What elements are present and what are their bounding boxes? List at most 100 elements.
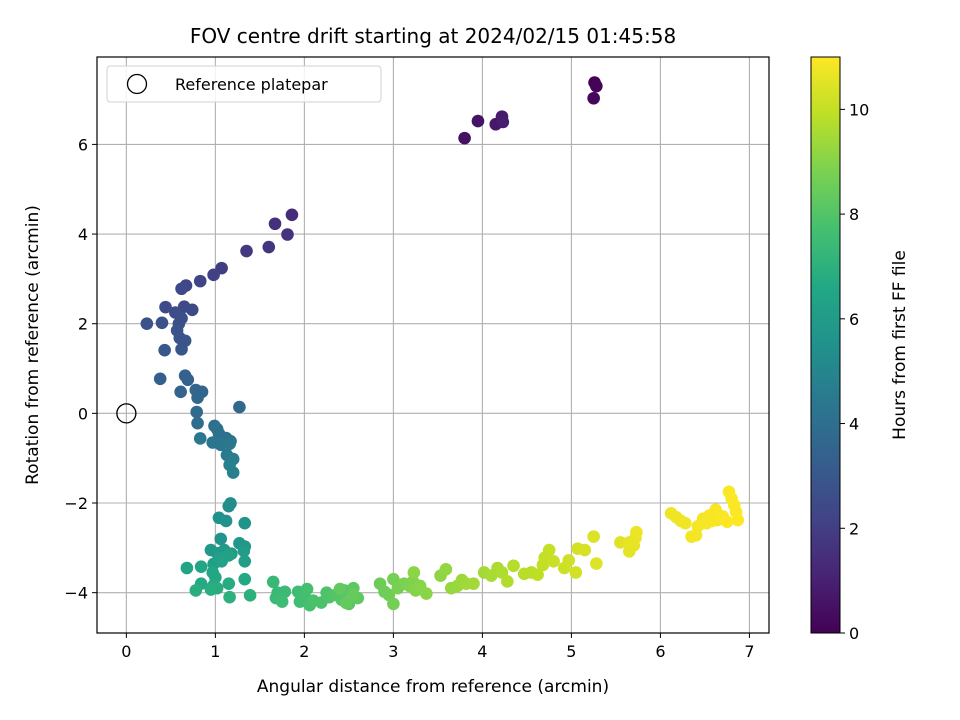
data-point (190, 405, 203, 419)
plot-frame (96, 56, 770, 634)
data-point (300, 582, 314, 596)
data-point (140, 317, 154, 331)
data-point (590, 79, 603, 93)
data-point (578, 543, 592, 557)
legend: Reference platepar (106, 65, 382, 103)
colorbar-tick-label: 4 (849, 415, 859, 434)
data-point (569, 566, 583, 579)
data-point (275, 595, 289, 608)
data-point (278, 585, 292, 599)
data-point (193, 274, 207, 288)
legend-label: Reference platepar (175, 75, 328, 94)
data-point (507, 559, 520, 573)
data-point (180, 561, 194, 575)
data-point (237, 544, 251, 558)
colorbar-tick-label: 10 (849, 100, 869, 119)
data-point (731, 513, 745, 527)
data-point (238, 554, 252, 568)
data-point (194, 560, 208, 573)
y-tick-label: 4 (78, 225, 88, 244)
data-point (614, 536, 627, 549)
colorbar (810, 56, 841, 634)
data-point (193, 432, 207, 445)
data-point (458, 131, 471, 145)
data-point (587, 530, 600, 543)
data-point (219, 514, 233, 528)
x-tick-label: 5 (566, 642, 576, 661)
data-point (268, 217, 282, 231)
data-point (281, 228, 294, 241)
data-point (191, 391, 204, 404)
data-point (175, 342, 188, 356)
x-tick-label: 6 (655, 642, 665, 661)
data-point (226, 466, 240, 479)
y-axis-label: Rotation from reference (arcmin) (23, 205, 43, 485)
data-point (720, 515, 734, 529)
y-axis-ticks: −4 −2 0 2 4 6 (64, 135, 97, 603)
x-axis-label: Angular distance from reference (arcmin) (257, 677, 609, 697)
y-tick-label: −2 (64, 494, 88, 513)
data-point (155, 316, 169, 330)
data-point (679, 516, 692, 530)
data-point (387, 597, 400, 611)
data-point (496, 115, 510, 129)
x-tick-label: 4 (477, 642, 487, 661)
data-point (222, 499, 236, 513)
x-axis-ticks: 0 1 2 3 4 5 6 7 (121, 633, 755, 661)
colorbar-ticks: 0 2 4 6 8 10 (840, 100, 869, 643)
reference-platepar-marker (116, 403, 137, 424)
data-point (175, 282, 188, 296)
data-point (238, 516, 252, 530)
x-tick-label: 1 (210, 642, 220, 661)
data-point (159, 300, 172, 314)
data-point (238, 572, 252, 586)
data-point (233, 400, 246, 414)
data-point (501, 575, 514, 588)
data-point (243, 589, 257, 602)
data-point (223, 437, 236, 451)
data-point (531, 568, 544, 582)
colorbar-tick-label: 2 (849, 519, 859, 538)
data-point (158, 343, 171, 357)
data-point (339, 596, 353, 610)
scatter-points (140, 76, 745, 612)
legend-marker (126, 73, 148, 95)
data-point (333, 582, 347, 596)
colorbar-label: Hours from first FF file (890, 250, 910, 440)
data-point (223, 590, 236, 604)
data-point (153, 372, 167, 386)
chart-title: FOV centre drift starting at 2024/02/15 … (190, 24, 676, 48)
grid (97, 57, 769, 633)
data-point (191, 416, 204, 430)
colorbar-tick-label: 0 (849, 624, 859, 643)
data-point (562, 554, 576, 567)
data-point (262, 240, 276, 254)
data-point (407, 566, 421, 579)
x-tick-label: 3 (388, 642, 398, 661)
data-point (471, 114, 485, 128)
legend-box (106, 65, 382, 103)
data-point (587, 91, 600, 105)
data-point (420, 587, 433, 600)
data-point (204, 583, 218, 596)
data-point (590, 557, 603, 570)
x-tick-label: 0 (121, 642, 131, 661)
y-tick-label: −4 (64, 584, 88, 603)
y-tick-label: 2 (78, 315, 88, 334)
data-point (214, 532, 228, 546)
data-point (439, 563, 453, 576)
x-tick-label: 2 (299, 642, 309, 661)
data-point (181, 373, 195, 387)
data-point (240, 244, 253, 258)
data-point (174, 385, 187, 399)
data-point (630, 525, 643, 539)
data-point (542, 543, 556, 557)
colorbar-tick-label: 6 (849, 310, 859, 329)
x-tick-label: 7 (744, 642, 754, 661)
data-point (215, 554, 228, 568)
data-point (207, 268, 220, 282)
data-point (285, 208, 299, 222)
data-point (347, 588, 360, 602)
data-point (185, 303, 199, 317)
